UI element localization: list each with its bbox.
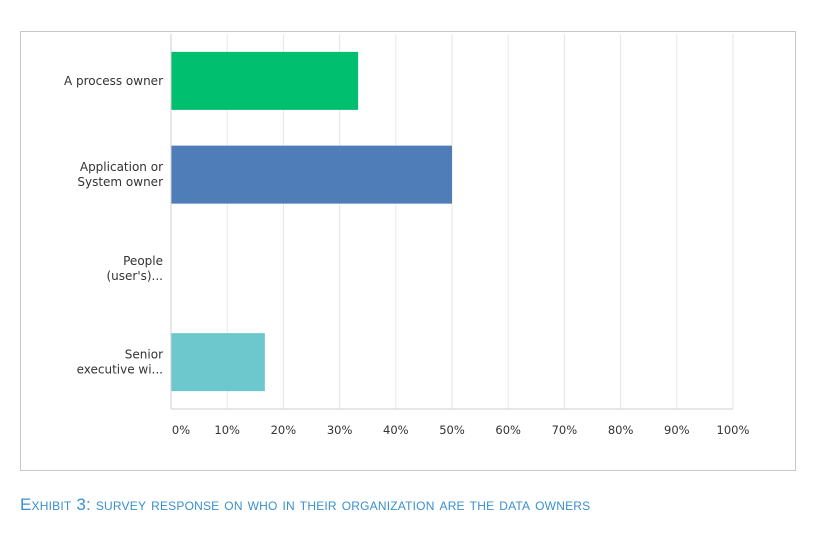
category-label: Application or System owner: [77, 160, 163, 189]
x-tick-label: 100%: [717, 423, 750, 437]
x-tick-label: 40%: [383, 423, 409, 437]
x-tick-label: 80%: [608, 423, 634, 437]
x-tick-label: 20%: [271, 423, 297, 437]
chart-frame: A process owner Application or System owne…: [20, 31, 796, 471]
category-label-line: System owner: [77, 175, 163, 189]
category-label: Senior executive wi...: [77, 348, 163, 377]
category-label-line: executive wi...: [77, 363, 163, 377]
category-label-line: Senior: [125, 348, 163, 362]
exhibit-caption: Exhibit 3: survey response on who in the…: [20, 495, 591, 514]
x-tick-label: 30%: [327, 423, 353, 437]
category-label-line: (user's)...: [106, 269, 163, 283]
category-label-line: Application or: [80, 160, 163, 174]
category-label-line: People: [123, 254, 163, 268]
x-tick-label: 50%: [439, 423, 465, 437]
x-tick-label: 0%: [172, 423, 190, 437]
category-label: A process owner: [64, 74, 163, 88]
category-label-line: A process owner: [64, 74, 163, 88]
category-label: People (user's)...: [106, 254, 163, 283]
bar-1: [171, 145, 452, 204]
x-tick-label: 90%: [664, 423, 690, 437]
x-tick-label: 70%: [552, 423, 578, 437]
bar-0: [171, 51, 359, 110]
x-tick-label: 10%: [214, 423, 240, 437]
x-tick-label: 60%: [495, 423, 521, 437]
bar-3: [171, 333, 265, 392]
bar-chart: A process owner Application or System owne…: [64, 34, 750, 437]
